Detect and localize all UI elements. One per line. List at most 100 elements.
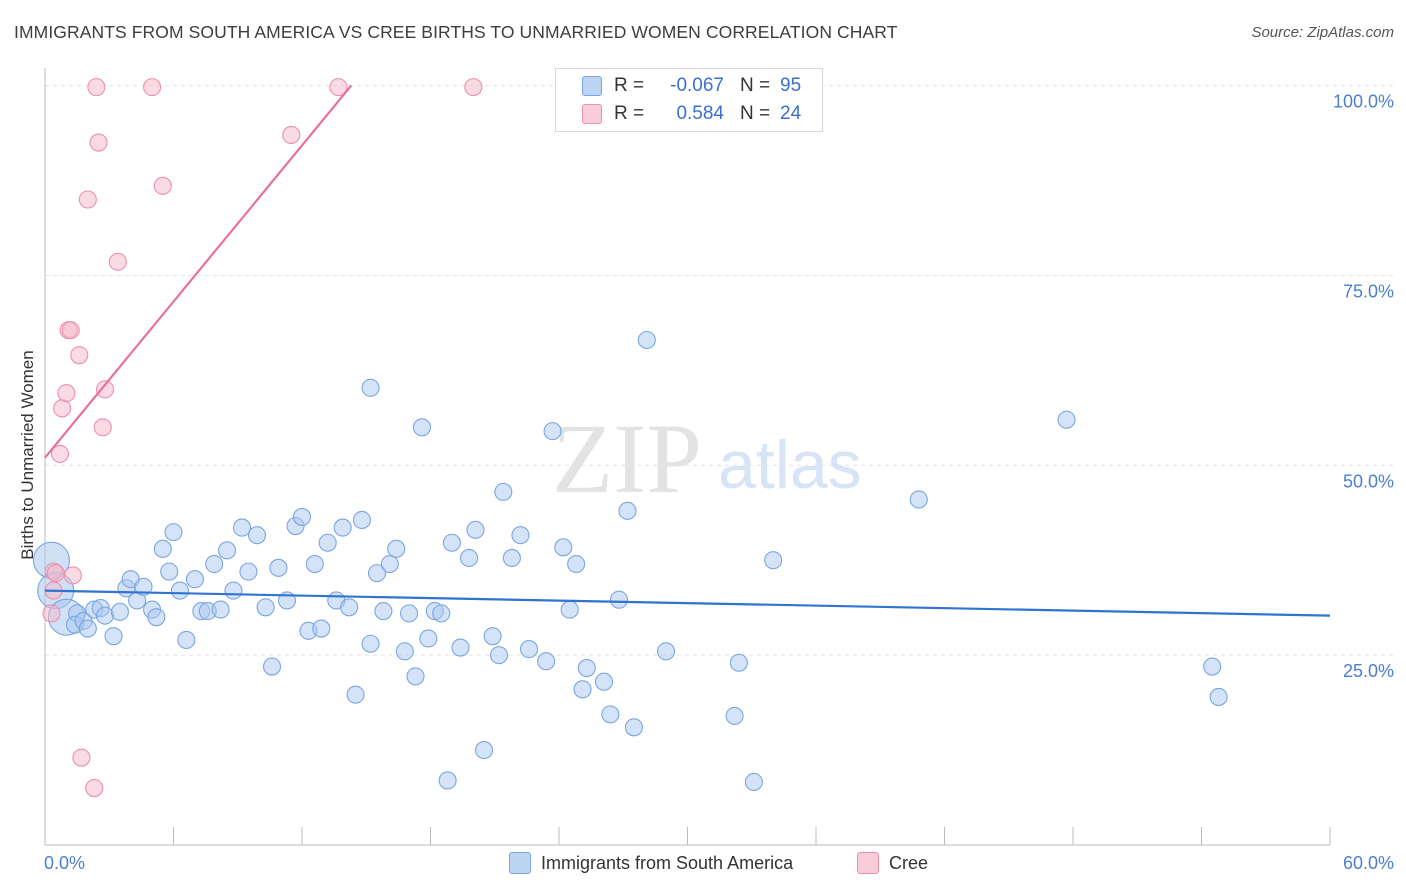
legend-row-blue: R = -0.067 N = 95 <box>582 73 801 99</box>
data-point <box>1057 410 1076 429</box>
legend-r-label: R = <box>614 75 645 96</box>
data-point <box>406 667 425 686</box>
data-point <box>466 520 485 539</box>
data-point <box>483 627 502 646</box>
legend-n-label: N = <box>740 103 771 124</box>
data-point <box>61 321 80 340</box>
data-point <box>282 125 301 145</box>
data-point <box>489 646 509 665</box>
data-point <box>185 570 204 589</box>
data-point <box>46 564 65 583</box>
data-point <box>594 672 614 691</box>
legend-r-label: R = <box>614 103 645 124</box>
legend-n-value: 24 <box>780 103 802 124</box>
data-point <box>63 566 82 585</box>
data-point <box>1203 657 1222 676</box>
data-point <box>177 630 196 650</box>
source-label: Source: ZipAtlas.com <box>1251 24 1394 41</box>
data-point <box>395 642 414 661</box>
legend-swatch-cree <box>857 852 879 874</box>
data-point <box>657 642 676 661</box>
data-point <box>108 252 127 271</box>
data-point <box>305 554 324 574</box>
data-point <box>577 659 596 678</box>
legend-label-cree: Cree <box>889 852 929 873</box>
series-immigrants-south-america <box>32 330 1228 792</box>
data-point <box>744 772 763 792</box>
data-point <box>725 706 744 725</box>
data-point <box>70 346 89 365</box>
data-point <box>451 638 470 657</box>
data-point <box>419 629 438 648</box>
legend-swatch-blue <box>582 76 602 96</box>
data-point <box>256 598 275 617</box>
y-tick-label: 25.0% <box>1343 661 1394 681</box>
data-point <box>160 562 179 581</box>
chart-title: IMMIGRANTS FROM SOUTH AMERICA VS CREE BI… <box>14 22 898 42</box>
data-point <box>50 444 70 463</box>
data-point <box>601 705 620 724</box>
data-point <box>134 577 153 596</box>
x-tick-labels: 0.0% 60.0% <box>44 853 1394 873</box>
data-point <box>400 604 419 623</box>
data-point <box>318 533 337 552</box>
data-point <box>361 378 380 397</box>
data-point <box>42 604 61 623</box>
legend-swatch-pink <box>582 104 602 124</box>
data-point <box>87 78 106 97</box>
data-point <box>89 133 108 152</box>
series-cree <box>42 78 483 798</box>
data-point <box>494 482 513 501</box>
data-point <box>340 598 359 617</box>
data-point <box>374 602 393 621</box>
data-point <box>387 539 406 558</box>
data-point <box>459 548 479 567</box>
data-point <box>511 526 530 545</box>
data-point <box>560 600 579 619</box>
legend-label-immigrants: Immigrants from South America <box>541 852 794 873</box>
data-point <box>164 523 183 542</box>
x-tick-label-max: 60.0% <box>1343 853 1394 873</box>
data-point <box>367 564 387 583</box>
watermark: ZIP atlas <box>552 403 862 514</box>
data-point <box>170 581 189 600</box>
correlation-legend: R = -0.067 N = 95 R = 0.584 N = 24 <box>555 68 823 132</box>
data-point <box>412 418 431 437</box>
data-point <box>85 778 104 798</box>
data-point <box>110 602 130 621</box>
data-point <box>205 554 224 574</box>
data-point <box>442 533 461 552</box>
data-point <box>537 652 556 671</box>
data-point <box>95 606 115 625</box>
data-point <box>93 418 112 437</box>
data-point <box>78 190 97 209</box>
data-point <box>269 558 288 577</box>
legend-n-value: 95 <box>780 75 802 96</box>
data-point <box>554 538 573 557</box>
data-point <box>380 554 399 574</box>
data-point <box>352 510 372 530</box>
data-point <box>567 554 586 574</box>
data-point <box>143 78 162 97</box>
data-point <box>153 176 172 195</box>
data-point <box>519 640 539 659</box>
data-point <box>474 741 494 760</box>
data-point <box>262 657 282 676</box>
data-point <box>333 518 352 537</box>
legend-swatch-immigrants <box>509 852 531 874</box>
data-point <box>104 627 123 646</box>
data-point <box>95 380 115 399</box>
x-tick-label-min: 0.0% <box>44 853 85 873</box>
data-point <box>329 78 348 97</box>
data-point <box>232 518 252 537</box>
legend-r-value: 0.584 <box>676 103 724 124</box>
data-point <box>247 526 267 545</box>
data-point <box>438 771 457 790</box>
data-point <box>729 653 748 672</box>
data-point <box>464 78 483 97</box>
series-legend: Immigrants from South America Cree <box>0 852 1406 878</box>
data-point <box>224 581 243 600</box>
data-point <box>764 551 783 570</box>
watermark-zip: ZIP <box>552 403 702 514</box>
